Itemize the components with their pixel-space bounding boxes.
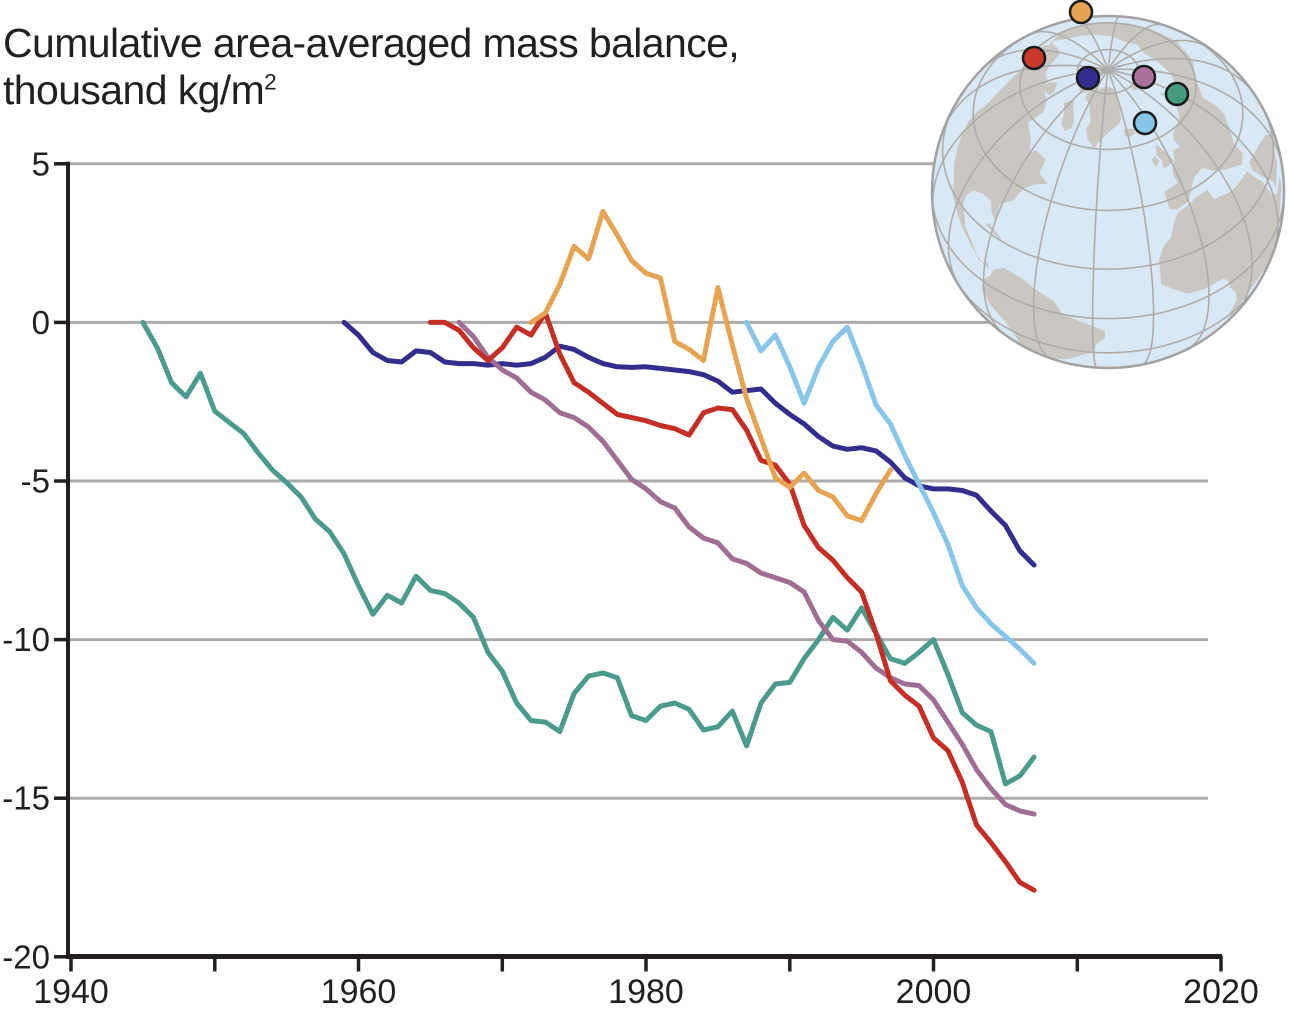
graticule-meridian--80 xyxy=(982,69,1109,336)
globe-landmass-0 xyxy=(952,44,1060,270)
globe-landmass-13 xyxy=(1049,22,1243,210)
graticule-meridian--20 xyxy=(1107,69,1155,366)
series-line-red-glacier xyxy=(427,310,1037,893)
graticule-meridian--100 xyxy=(947,68,1109,285)
graticule-meridian-20 xyxy=(1107,68,1254,315)
x-tick-label-1960: 1960 xyxy=(321,973,397,1011)
graticule-meridian-120 xyxy=(1107,23,1164,71)
globe-landmass-2 xyxy=(1061,99,1074,132)
axes-and-ticks xyxy=(54,161,1223,972)
x-tick-label-1940: 1940 xyxy=(33,973,109,1011)
graticule-meridian--40 xyxy=(1091,69,1109,368)
lightblue-location-dot xyxy=(1132,110,1158,136)
series-line-orange-glacier xyxy=(528,208,893,524)
graticule-parallel-20 xyxy=(941,109,1275,270)
series-line-teal-glacier xyxy=(140,319,1037,787)
series-line-purple-glacier xyxy=(456,319,1037,817)
globe-landmass-8 xyxy=(1151,156,1160,168)
y-tick-label-0: 0 xyxy=(32,304,50,341)
chart-title-line2: thousand kg/m xyxy=(3,66,265,113)
y-tick-label--5: -5 xyxy=(21,463,50,500)
red-location-dot xyxy=(1021,45,1047,71)
orange-location-dot xyxy=(1068,0,1094,25)
x-tick-label-2020: 2020 xyxy=(1183,973,1259,1011)
graticule-meridian-40 xyxy=(1107,68,1279,250)
chart-title: Cumulative area-averaged mass balance, th… xyxy=(3,20,740,113)
x-tick-label-2000: 2000 xyxy=(896,973,972,1011)
globe-inset-map xyxy=(930,0,1286,370)
globe-landmass-7 xyxy=(1155,144,1174,170)
graticule-parallel-0 xyxy=(932,194,1284,320)
x-tick-label-1980: 1980 xyxy=(608,973,684,1011)
graticule-meridian--120 xyxy=(932,68,1109,212)
y-tick-label--20: -20 xyxy=(2,938,50,975)
graticule-meridian--180 xyxy=(1030,30,1109,71)
globe-landmass-10 xyxy=(981,267,1105,359)
teal-location-dot xyxy=(1164,81,1190,107)
globe-rim xyxy=(930,14,1286,370)
graticule-meridian--60 xyxy=(1032,69,1109,360)
globe-surface xyxy=(932,16,1284,368)
series-line-lightblue-glacier xyxy=(744,319,1037,666)
purple-location-dot xyxy=(1131,64,1157,90)
navy-location-dot xyxy=(1075,65,1101,91)
globe-landmass-9 xyxy=(984,223,1002,242)
graticule-meridian-80 xyxy=(1107,57,1255,94)
chart-title-superscript: 2 xyxy=(264,69,277,95)
graticule-meridian-140 xyxy=(1107,16,1120,70)
y-tick-label-5: 5 xyxy=(32,145,50,182)
data-series xyxy=(140,208,1037,893)
chart-title-line1: Cumulative area-averaged mass balance, xyxy=(3,20,740,66)
globe-landmass-4 xyxy=(1044,82,1058,96)
graticule-meridian--140 xyxy=(943,64,1109,128)
graticule-meridian-100 xyxy=(1107,39,1210,71)
y-tick-label--15: -15 xyxy=(2,780,50,817)
y-tick-label--10: -10 xyxy=(2,621,50,658)
